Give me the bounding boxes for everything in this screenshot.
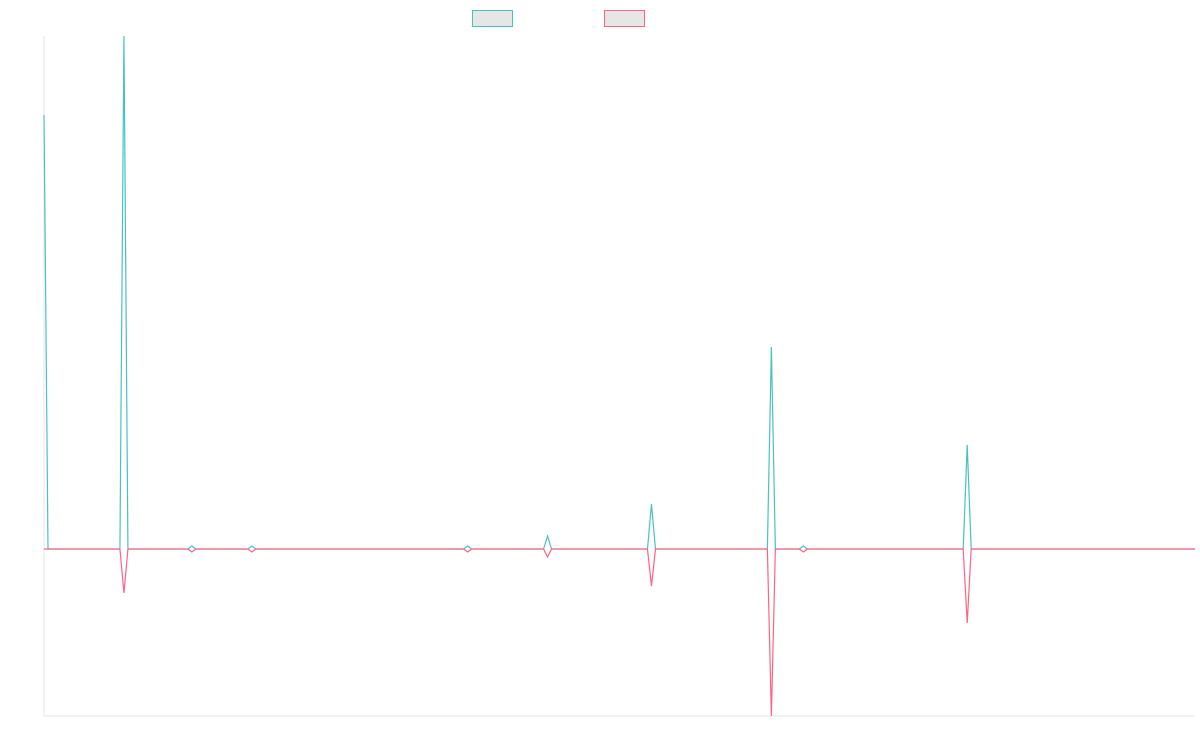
series-line: [43, 35, 1195, 550]
series-line: [44, 548, 1195, 717]
legend-swatch: [472, 10, 513, 27]
legend-swatch: [604, 10, 645, 27]
